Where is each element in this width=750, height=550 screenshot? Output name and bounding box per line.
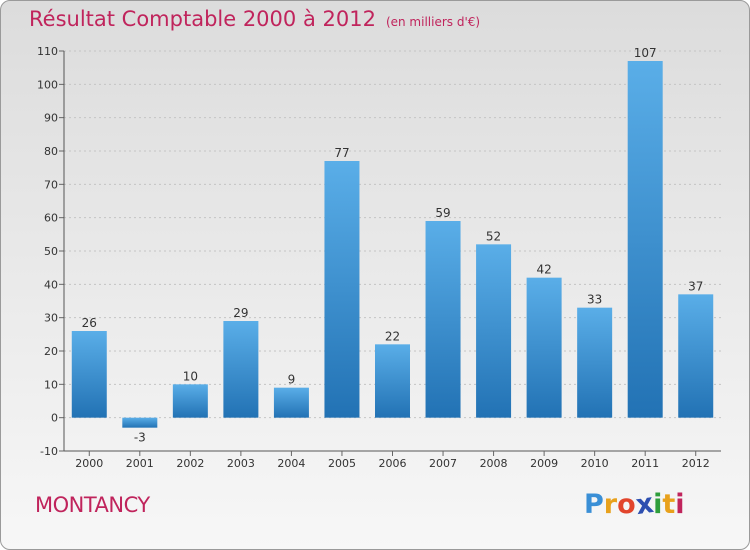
data-label: 59 bbox=[435, 206, 450, 220]
data-label: 52 bbox=[486, 229, 501, 243]
x-tick-label: 2005 bbox=[328, 457, 356, 470]
x-tick-label: 2008 bbox=[480, 457, 508, 470]
y-tick-label: 70 bbox=[44, 178, 58, 191]
data-label: -3 bbox=[134, 431, 146, 445]
data-label: 22 bbox=[385, 329, 400, 343]
x-tick-label: 2003 bbox=[227, 457, 255, 470]
data-label: 77 bbox=[334, 146, 349, 160]
chart-unit: (en milliers d'€) bbox=[385, 15, 481, 29]
data-label: 42 bbox=[536, 263, 551, 277]
data-label: 37 bbox=[688, 279, 703, 293]
x-tick-label: 2009 bbox=[530, 457, 558, 470]
data-label: 29 bbox=[233, 306, 248, 320]
bar-2004 bbox=[273, 387, 309, 418]
y-tick-label: 80 bbox=[44, 145, 58, 158]
logo-letter: r bbox=[603, 489, 618, 520]
commune-name: MONTANCY bbox=[35, 493, 150, 517]
logo-letter: P bbox=[584, 489, 604, 520]
logo-letter: i bbox=[653, 489, 663, 520]
logo-letter: t bbox=[662, 489, 676, 520]
logo-letter: o bbox=[617, 489, 636, 520]
chart-title: Résultat Comptable 2000 à 2012 (en millie… bbox=[29, 7, 480, 31]
bar-2008 bbox=[476, 244, 512, 418]
x-tick-label: 2012 bbox=[682, 457, 710, 470]
data-label: 107 bbox=[634, 46, 657, 60]
x-tick-label: 2002 bbox=[176, 457, 204, 470]
bars bbox=[71, 61, 714, 428]
y-tick-label: 50 bbox=[44, 245, 58, 258]
bar-2012 bbox=[678, 294, 714, 418]
logo-letter: x bbox=[633, 487, 656, 522]
bar-2000 bbox=[71, 331, 107, 418]
bar-2002 bbox=[172, 384, 208, 418]
y-tick-label: 110 bbox=[37, 45, 58, 58]
bar-2003 bbox=[223, 321, 259, 418]
x-tick-label: 2004 bbox=[277, 457, 305, 470]
y-tick-label: 10 bbox=[44, 378, 58, 391]
x-tick-label: 2000 bbox=[75, 457, 103, 470]
data-label: 10 bbox=[183, 369, 198, 383]
y-tick-label: 0 bbox=[51, 412, 58, 425]
bar-2007 bbox=[425, 221, 461, 418]
bar-2006 bbox=[375, 344, 410, 418]
x-tick-label: 2007 bbox=[429, 457, 457, 470]
x-tick-label: 2011 bbox=[631, 457, 659, 470]
y-tick-label: 100 bbox=[37, 78, 58, 91]
axes: -10 0 10 20 30 40 50 60 70 80 90 100 110 2000 2001 2002… bbox=[37, 45, 721, 470]
x-tick-label: 2001 bbox=[126, 457, 154, 470]
x-tick-label: 2006 bbox=[379, 457, 407, 470]
y-tick-label: 90 bbox=[44, 112, 58, 125]
x-tick-label: 2010 bbox=[581, 457, 609, 470]
bar-2010 bbox=[577, 307, 613, 418]
bar-2001 bbox=[122, 417, 158, 428]
proxiti-logo: Proxiti bbox=[584, 487, 685, 522]
bar-2009 bbox=[526, 277, 562, 418]
data-label: 26 bbox=[82, 316, 97, 330]
data-label: 9 bbox=[288, 373, 296, 387]
bar-2005 bbox=[324, 161, 360, 418]
data-label: 33 bbox=[587, 293, 602, 307]
y-tick-label: -10 bbox=[40, 445, 58, 458]
y-tick-label: 30 bbox=[44, 312, 58, 325]
logo-letter: i bbox=[675, 489, 685, 520]
y-tick-label: 40 bbox=[44, 278, 58, 291]
y-tick-label: 20 bbox=[44, 345, 58, 358]
y-tick-label: 60 bbox=[44, 212, 58, 225]
labels: 26 -3 10 29 9 77 22 59 52 42 33 107 37 bbox=[82, 46, 704, 445]
chart-title-text: Résultat Comptable 2000 à 2012 bbox=[29, 7, 376, 31]
bar-2011 bbox=[627, 61, 663, 418]
